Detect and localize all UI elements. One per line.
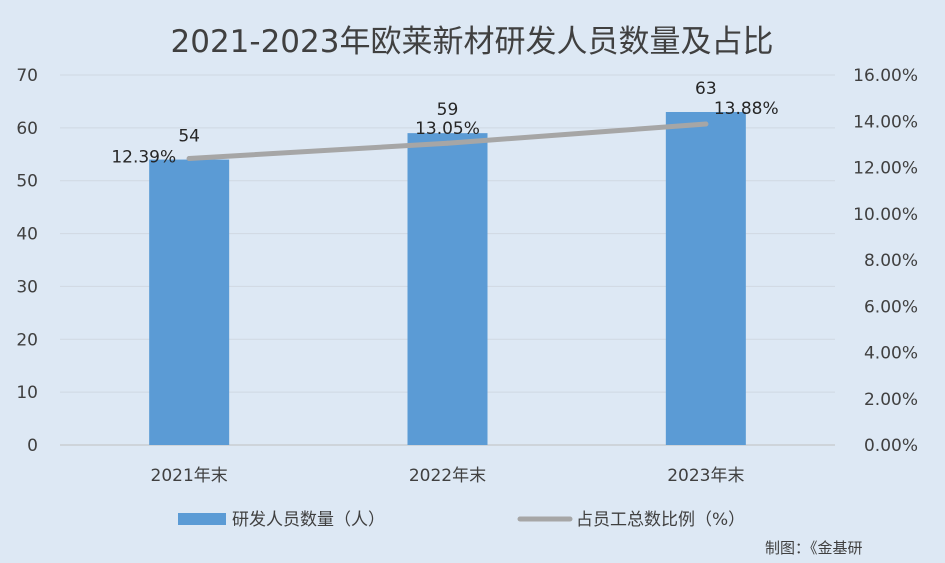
y-axis-right: 0.00% 2.00% 4.00% 6.00% 8.00% 10.00% 12.00% 14.… xyxy=(853,66,918,456)
line-point xyxy=(703,121,709,127)
y-right-tick-label: 16.00% xyxy=(853,66,918,86)
bar-value-label: 63 xyxy=(695,79,717,99)
line-layer xyxy=(186,121,709,161)
y-right-tick-label: 4.00% xyxy=(864,344,918,364)
bar-value-label: 54 xyxy=(178,127,200,147)
y-right-tick-label: 12.00% xyxy=(853,159,918,179)
y-axis-left: 0 10 20 30 40 50 60 70 xyxy=(16,66,38,456)
line-point xyxy=(445,140,450,146)
bar xyxy=(149,159,230,446)
y-right-tick-label: 14.00% xyxy=(853,112,918,132)
y-left-tick-label: 70 xyxy=(16,66,38,86)
y-right-tick-label: 0.00% xyxy=(864,436,918,456)
y-right-tick-label: 8.00% xyxy=(864,251,918,271)
x-axis: 2021年末 2022年末 2023年末 xyxy=(151,466,745,486)
x-tick-label: 2022年末 xyxy=(409,466,486,486)
y-left-tick-label: 10 xyxy=(16,383,38,403)
y-right-tick-label: 2.00% xyxy=(864,390,918,410)
line-value-label: 13.05% xyxy=(415,119,480,139)
x-tick-label: 2021年末 xyxy=(151,466,228,486)
y-left-tick-label: 20 xyxy=(16,330,38,350)
x-tick-label: 2023年末 xyxy=(667,466,744,486)
legend-line-label: 占员工总数比例（%） xyxy=(576,510,745,530)
labels-layer: 54 59 63 12.39% 13.05% 13.88% xyxy=(111,79,778,167)
y-left-tick-label: 60 xyxy=(16,119,38,139)
y-left-tick-label: 50 xyxy=(16,172,38,192)
y-left-tick-label: 40 xyxy=(16,225,38,245)
y-right-tick-label: 6.00% xyxy=(864,297,918,317)
bars-layer xyxy=(149,112,746,446)
bar-value-label: 59 xyxy=(437,100,459,120)
legend: 研发人员数量（人） 占员工总数比例（%） xyxy=(178,510,745,530)
y-left-tick-label: 30 xyxy=(16,277,38,297)
line-value-label: 13.88% xyxy=(714,99,779,119)
legend-bar-swatch xyxy=(178,513,226,525)
chart-title: 2021-2023年欧莱新材研发人员数量及占比 xyxy=(171,24,774,60)
line-value-label: 12.39% xyxy=(111,147,176,167)
source-note: 制图：《金基研 xyxy=(765,539,863,557)
bar xyxy=(407,133,488,445)
line-point xyxy=(186,155,192,161)
legend-bar-label: 研发人员数量（人） xyxy=(232,510,385,530)
bar xyxy=(665,112,746,445)
y-left-tick-label: 0 xyxy=(27,436,38,456)
y-right-tick-label: 10.00% xyxy=(853,205,918,225)
